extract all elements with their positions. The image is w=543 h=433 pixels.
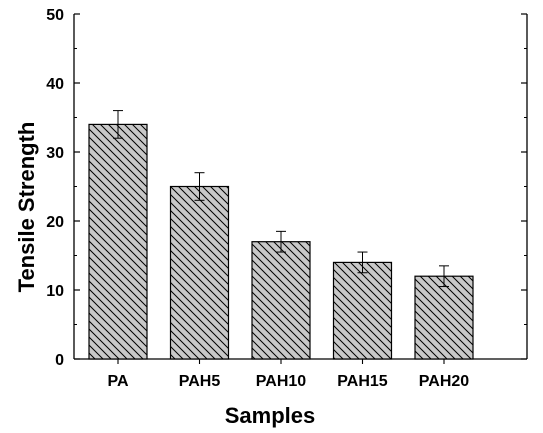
- y-tick-label: 40: [46, 76, 64, 93]
- y-axis-title: Tensile Strength: [14, 122, 39, 293]
- x-axis-title: Samples: [225, 403, 316, 428]
- y-tick-label: 20: [46, 214, 64, 231]
- bar-pah5: [169, 185, 230, 360]
- x-tick-label-pa: PA: [107, 373, 128, 390]
- bar-pa: [88, 123, 148, 360]
- bar-pah20: [414, 275, 474, 360]
- y-tick-label: 0: [55, 352, 64, 369]
- x-tick-label-pah10: PAH10: [256, 373, 306, 390]
- y-tick-label: 50: [46, 7, 64, 24]
- x-tick-label-pah5: PAH5: [179, 373, 221, 390]
- y-tick-label: 10: [46, 283, 64, 300]
- bar-pah15: [332, 261, 393, 360]
- y-tick-label: 30: [46, 145, 64, 162]
- plot-area: 0 10 20 30 40 50 PA PAH5 PAH10 PAH15 PAH20: [46, 7, 528, 390]
- bar-pah10: [251, 241, 311, 360]
- x-tick-label-pah15: PAH15: [337, 373, 387, 390]
- x-tick-label-pah20: PAH20: [419, 373, 469, 390]
